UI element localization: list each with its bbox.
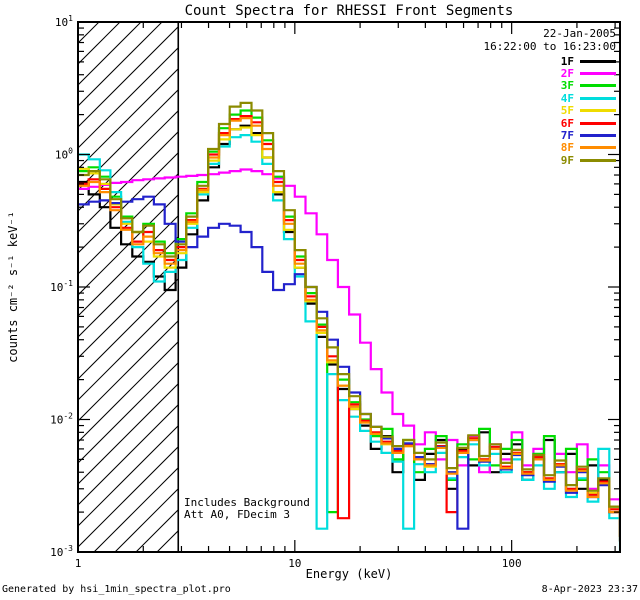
legend-label: 4F xyxy=(560,91,574,105)
svg-text:100: 100 xyxy=(55,147,73,162)
svg-text:101: 101 xyxy=(55,14,73,29)
legend-item-8F: 8F xyxy=(560,141,616,155)
svg-text:100: 100 xyxy=(502,557,522,570)
footer-datetime: 8-Apr-2023 23:37 xyxy=(541,584,638,595)
svg-text:10-3: 10-3 xyxy=(50,544,73,559)
legend-item-1F: 1F xyxy=(560,54,616,68)
legend-label: 7F xyxy=(560,129,574,143)
legend-line-swatch xyxy=(580,84,616,88)
legend-line-swatch xyxy=(580,134,616,138)
svg-text:10-1: 10-1 xyxy=(50,279,73,294)
hatch-region xyxy=(78,22,179,552)
legend-label: 9F xyxy=(560,153,574,167)
legend-label: 1F xyxy=(560,54,574,68)
observation-date: 22-Jan-2005 xyxy=(543,27,616,40)
footer-generator-text: Generated by hsi_1min_spectra_plot.pro xyxy=(2,584,231,595)
axis-ticks xyxy=(77,21,620,553)
legend-label: 2F xyxy=(560,67,574,81)
legend-item-6F: 6F xyxy=(560,116,616,130)
series-line-9F xyxy=(78,101,620,537)
legend-line-swatch xyxy=(580,59,616,63)
legend-label: 6F xyxy=(560,116,574,130)
observation-time-range: 16:22:00 to 16:23:00 xyxy=(483,40,616,53)
legend-line-swatch xyxy=(580,72,616,76)
legend-item-7F: 7F xyxy=(560,129,616,143)
note-includes-background: Includes Background xyxy=(184,496,310,509)
axis-tick-labels: 1 10 100 101 100 10-1 10-2 10-3 xyxy=(50,14,521,570)
legend-line-swatch xyxy=(580,96,616,100)
legend-line-swatch xyxy=(580,121,616,125)
x-axis-label: Energy (keV) xyxy=(305,567,393,581)
svg-text:10-2: 10-2 xyxy=(50,412,73,427)
legend-item-2F: 2F xyxy=(560,67,616,81)
legend: 1F 2F 3F 4F 5F 6F 7F 8F 9F xyxy=(561,55,616,167)
chart-title: Count Spectra for RHESSI Front Segments xyxy=(184,3,514,19)
legend-item-9F: 9F xyxy=(560,153,616,167)
legend-line-swatch xyxy=(580,146,616,150)
series-lines xyxy=(78,101,620,552)
legend-item-5F: 5F xyxy=(560,104,616,118)
legend-line-swatch xyxy=(580,158,616,162)
legend-label: 3F xyxy=(560,79,574,93)
svg-text:1: 1 xyxy=(75,557,82,570)
legend-label: 8F xyxy=(560,141,574,155)
legend-item-4F: 4F xyxy=(560,91,616,105)
note-attenuator-state: Att A0, FDecim 3 xyxy=(184,508,290,521)
legend-line-swatch xyxy=(580,109,616,113)
legend-label: 5F xyxy=(560,104,574,118)
y-axis-label: counts cm⁻² s⁻¹ keV⁻¹ xyxy=(6,211,20,363)
svg-text:10: 10 xyxy=(288,557,301,570)
legend-item-3F: 3F xyxy=(560,79,616,93)
